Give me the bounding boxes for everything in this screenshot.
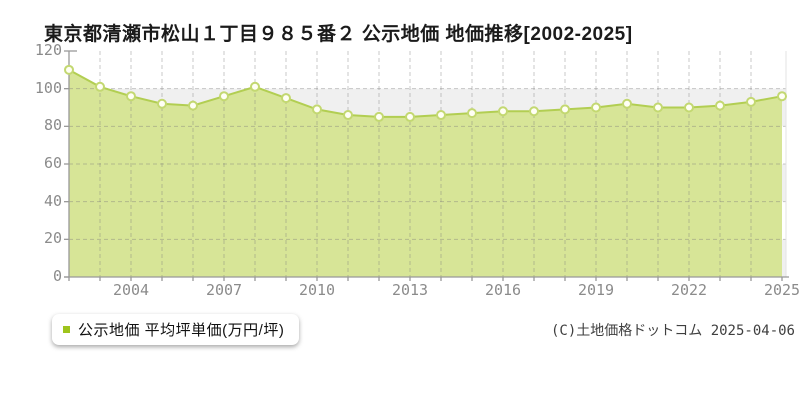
plot-band — [69, 51, 786, 89]
data-point-marker[interactable] — [281, 93, 291, 104]
data-point-marker[interactable] — [64, 64, 74, 75]
data-point-marker[interactable] — [312, 104, 322, 115]
x-axis-label: 2016 — [484, 281, 522, 299]
x-axis-label: 2025 — [763, 281, 800, 299]
data-point-marker[interactable] — [777, 91, 787, 102]
x-axis-label: 2010 — [298, 281, 336, 299]
legend-marker-swatch — [63, 326, 70, 333]
y-axis-label: 60 — [43, 154, 62, 172]
area-fill — [69, 69, 782, 277]
y-axis-label: 40 — [43, 191, 62, 210]
y-axis-label: 100 — [34, 78, 62, 97]
data-point-marker[interactable] — [343, 110, 353, 121]
data-point-marker[interactable] — [188, 100, 198, 111]
data-point-marker[interactable] — [591, 102, 601, 113]
legend-box: 公示地価 平均坪単価(万円/坪) — [52, 314, 300, 345]
copyright-text: (C)土地価格ドットコム 2025-04-06 — [550, 323, 795, 339]
data-point-marker[interactable] — [126, 91, 136, 102]
y-axis-label: 0 — [52, 267, 62, 285]
data-point-marker[interactable] — [622, 98, 632, 109]
data-point-marker[interactable] — [405, 111, 415, 122]
data-point-marker[interactable] — [684, 102, 694, 113]
x-axis-label: 2007 — [205, 281, 243, 299]
data-point-marker[interactable] — [498, 106, 508, 117]
data-point-marker[interactable] — [529, 106, 539, 117]
x-axis-label: 2004 — [112, 281, 150, 299]
data-point-marker[interactable] — [715, 100, 725, 111]
data-point-marker[interactable] — [95, 81, 105, 92]
data-point-marker[interactable] — [219, 91, 229, 102]
data-point-marker[interactable] — [436, 110, 446, 121]
data-point-marker[interactable] — [157, 98, 167, 109]
data-point-marker[interactable] — [467, 108, 477, 119]
data-point-marker[interactable] — [250, 81, 260, 92]
y-axis-label: 20 — [43, 229, 62, 248]
legend-label: 公示地価 平均坪単価(万円/坪) — [78, 322, 285, 339]
chart-title: 東京都清瀬市松山１丁目９８５番２ 公示地価 地価推移[2002-2025] — [44, 24, 633, 45]
data-point-marker[interactable] — [746, 96, 756, 107]
data-point-marker[interactable] — [374, 111, 384, 122]
series-line — [68, 68, 783, 118]
y-axis-label: 120 — [34, 41, 62, 59]
data-point-marker[interactable] — [560, 104, 570, 115]
x-axis-label: 2022 — [670, 281, 708, 299]
x-axis-label: 2013 — [391, 281, 429, 299]
data-point-marker[interactable] — [653, 102, 663, 113]
x-axis-label: 2019 — [577, 281, 615, 299]
y-axis-label: 80 — [43, 116, 62, 135]
